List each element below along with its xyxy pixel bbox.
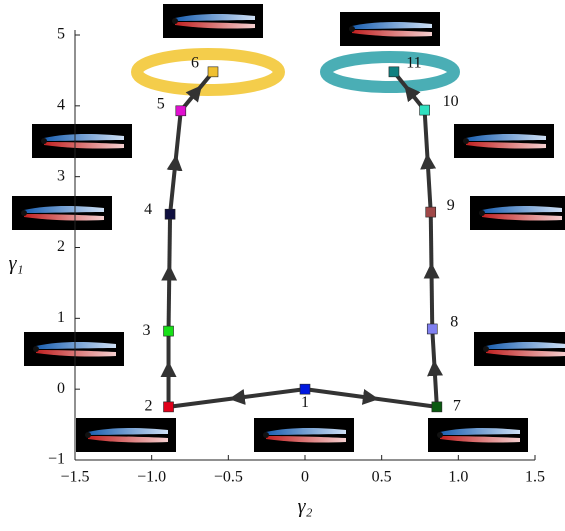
transition-path (423, 212, 440, 329)
point (175, 105, 187, 117)
torus (320, 51, 460, 93)
transition-path (427, 328, 444, 407)
transition-path (166, 110, 183, 215)
point (299, 383, 311, 395)
x-tick-label: −1.0 (137, 469, 166, 486)
thumbnail (254, 418, 354, 452)
x-tick-label: −1.5 (60, 469, 89, 486)
point-label: 6 (191, 55, 199, 72)
point-label: 10 (443, 93, 459, 110)
point (163, 401, 174, 413)
point (388, 66, 400, 78)
flow-thumbnails (12, 4, 565, 452)
transition-path (168, 387, 306, 409)
thumbnail (76, 418, 176, 452)
attractors (131, 48, 460, 96)
x-tick-label: 0.5 (372, 469, 392, 486)
point (164, 208, 176, 220)
y-tick-label: 1 (57, 309, 65, 326)
x-tick-label: 1.5 (525, 469, 545, 486)
transition-path (179, 70, 215, 113)
point (426, 323, 438, 335)
thumbnail (470, 196, 565, 230)
y-tick-label: 5 (57, 26, 65, 43)
thumbnail (163, 4, 263, 38)
point-label: 11 (406, 55, 421, 72)
thumbnail (474, 332, 565, 366)
y-tick-label: 4 (57, 97, 65, 114)
y-tick-label: −1 (48, 451, 65, 468)
thumbnail (428, 418, 528, 452)
transition-path (420, 109, 437, 213)
transition-path (161, 214, 178, 332)
y-tick-label: 2 (57, 238, 65, 255)
x-axis-label: γ₂ (298, 496, 313, 518)
y-tick-label: 0 (57, 380, 65, 397)
thumbnail (454, 124, 554, 158)
point (419, 104, 430, 116)
thumbnail (12, 196, 112, 230)
thumbnail (340, 12, 440, 46)
transition-path (392, 70, 427, 112)
x-tick-label: 1.0 (448, 469, 468, 486)
point-label: 5 (157, 95, 165, 112)
point-label: 7 (453, 398, 461, 415)
x-tick-label: −0.5 (214, 469, 243, 486)
point (431, 401, 443, 413)
y-tick-label: 3 (57, 167, 65, 184)
thumbnail (24, 332, 124, 366)
point-label: 3 (143, 322, 151, 339)
point-label: 9 (447, 197, 455, 214)
thumbnail (32, 124, 132, 158)
y-axis-label: γ₁ (9, 253, 24, 275)
point-label: 8 (450, 314, 458, 331)
x-tick-label: 0 (301, 469, 309, 486)
point (163, 325, 174, 337)
transition-path (304, 387, 438, 409)
point-label: 4 (144, 201, 152, 218)
point (207, 66, 219, 78)
point (425, 206, 437, 218)
point-label: 1 (301, 394, 309, 411)
point-label: 2 (145, 398, 153, 415)
torus (131, 48, 285, 96)
